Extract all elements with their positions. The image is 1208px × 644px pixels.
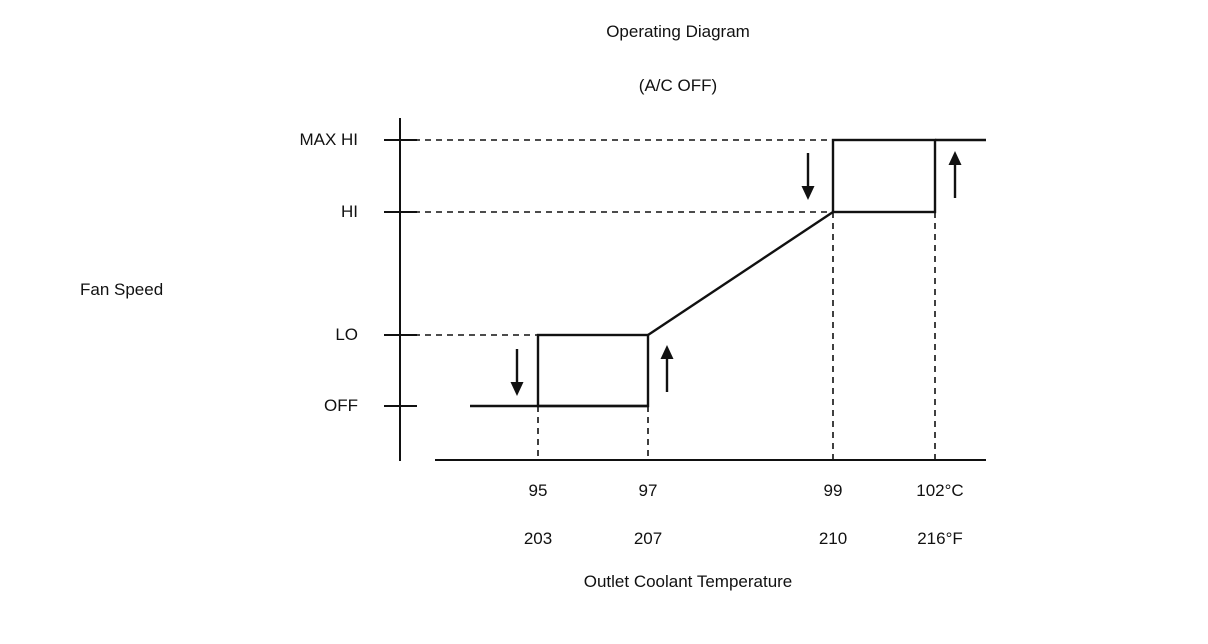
y-tick-label-max-hi: MAX HI	[299, 130, 358, 149]
y-tick-label-lo: LO	[335, 325, 358, 344]
y-tick-label-off: OFF	[324, 396, 358, 415]
x-axis-label: Outlet Coolant Temperature	[583, 572, 793, 591]
down-arrow-95c	[510, 349, 524, 396]
y-axis-label: Fan Speed	[80, 280, 164, 299]
down-arrow-99c	[801, 153, 815, 200]
hysteresis-arrows	[510, 151, 962, 396]
x-tick-label-203f: 203	[523, 529, 553, 548]
x-tick-label-216f: 216°F	[917, 529, 963, 548]
y-axis-tick-marks	[384, 139, 417, 407]
x-tick-label-207f: 207	[633, 529, 663, 548]
x-tick-label-95c: 95	[528, 481, 548, 500]
diagram-subtitle: (A/C OFF)	[638, 76, 718, 95]
x-tick-label-210f: 210	[818, 529, 848, 548]
upper-hysteresis-box	[831, 138, 937, 214]
dashed-guides	[403, 139, 936, 459]
lower-hysteresis-box	[536, 333, 650, 408]
up-arrow-97c	[660, 345, 674, 392]
operating-curve	[470, 138, 986, 408]
diagram-title: Operating Diagram	[606, 22, 750, 41]
x-tick-label-99c: 99	[823, 481, 843, 500]
y-tick-label-hi: HI	[341, 202, 358, 221]
up-arrow-102c	[948, 151, 962, 198]
curve-ramp-segment	[647, 211, 834, 336]
x-tick-label-102c: 102°C	[916, 481, 964, 500]
x-tick-label-97c: 97	[638, 481, 658, 500]
